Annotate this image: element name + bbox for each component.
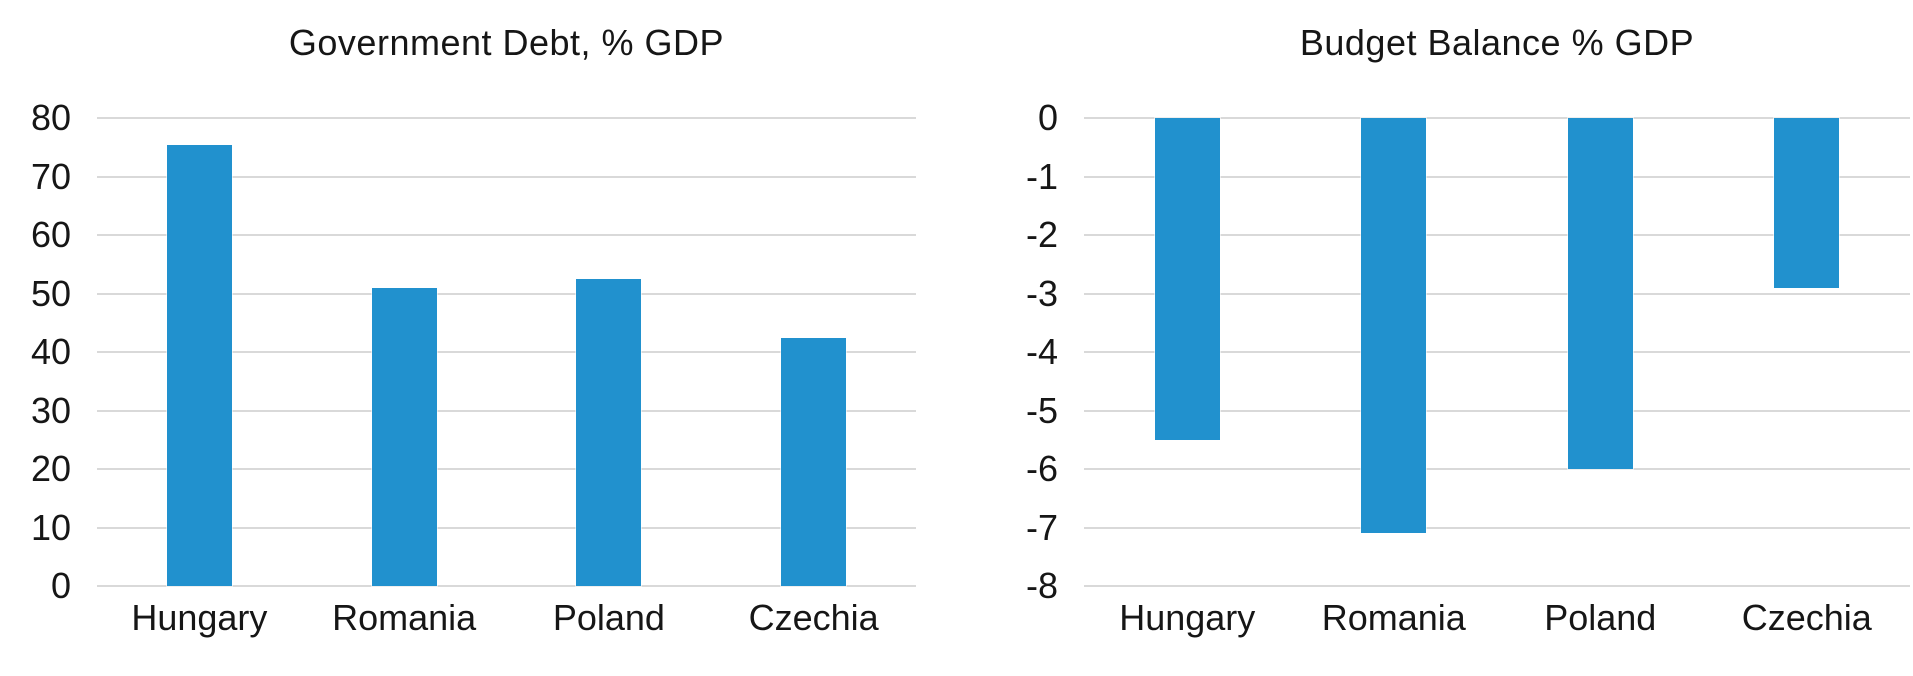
gridline-y-20: [97, 468, 916, 470]
y-tick-label: -8: [1025, 565, 1058, 606]
x-tick-label-poland: Poland: [552, 597, 665, 638]
y-tick-label: 30: [30, 389, 71, 431]
plot-area: 80 70 60 50 40 30 20 10 0 Hungary Romania Poland Cze…: [31, 100, 916, 638]
x-tick-label-hungary: Hungary: [131, 597, 268, 638]
y-tick-label: -3: [1025, 272, 1058, 314]
bar-romania: [371, 287, 437, 586]
y-tick-label: 40: [30, 331, 71, 372]
chart-title: Government Debt, % GDP: [288, 22, 725, 63]
bar-czechia: [781, 337, 847, 586]
gridline-y--7: [1084, 526, 1910, 529]
gridline-y-50: [97, 292, 916, 295]
x-tick-label-hungary: Hungary: [1119, 597, 1256, 638]
x-tick-label-czechia: Czechia: [748, 597, 879, 638]
y-tick-label: -7: [1025, 506, 1058, 548]
gridline-y-40: [97, 351, 916, 353]
x-tick-label-romania: Romania: [332, 597, 477, 638]
y-tick-label: 20: [30, 448, 71, 489]
plot-area: 0 -1 -2 -3 -4 -5 -6 -7 -8 Hungary Romania Poland Cze…: [1026, 100, 1910, 638]
bar-poland: [1567, 118, 1633, 469]
gridline-y-80: [97, 117, 916, 119]
gridline-y-30: [97, 409, 916, 412]
y-tick-label: 80: [30, 97, 71, 138]
x-tick-label-poland: Poland: [1544, 597, 1657, 638]
y-tick-label: -5: [1025, 389, 1058, 431]
gridline-y--8: [1084, 585, 1910, 587]
bar-romania: [1361, 118, 1427, 534]
y-tick-label: 70: [30, 155, 71, 197]
y-tick-label: 60: [30, 214, 71, 255]
gridline-y--6: [1084, 468, 1910, 470]
gridline-y-60: [97, 234, 916, 236]
y-tick-label: 50: [30, 272, 71, 314]
y-tick-label: 10: [30, 506, 71, 548]
y-tick-label: 0: [1037, 97, 1058, 138]
gridline-y--1: [1084, 175, 1910, 178]
y-tick-label: 0: [50, 565, 71, 606]
gridline-y-70: [97, 175, 916, 178]
x-tick-label-czechia: Czechia: [1741, 597, 1872, 638]
chart-title: Budget Balance % GDP: [1299, 22, 1695, 63]
gridline-y--5: [1084, 409, 1910, 412]
bar-poland: [576, 278, 642, 586]
bar-hungary: [166, 144, 232, 586]
y-tick-label: -6: [1025, 448, 1058, 489]
y-tick-label: -4: [1025, 331, 1058, 372]
gridline-y-0: [1084, 117, 1910, 119]
gridline-y--3: [1084, 292, 1910, 295]
x-tick-label-romania: Romania: [1321, 597, 1466, 638]
gridline-y-0: [97, 585, 916, 587]
gridline-y-10: [97, 526, 916, 529]
y-tick-label: -1: [1025, 155, 1058, 197]
y-tick-label: -2: [1025, 214, 1058, 255]
bar-hungary: [1154, 118, 1220, 440]
gridline-y--2: [1084, 234, 1910, 236]
bar-czechia: [1774, 118, 1840, 288]
gridline-y--4: [1084, 351, 1910, 353]
